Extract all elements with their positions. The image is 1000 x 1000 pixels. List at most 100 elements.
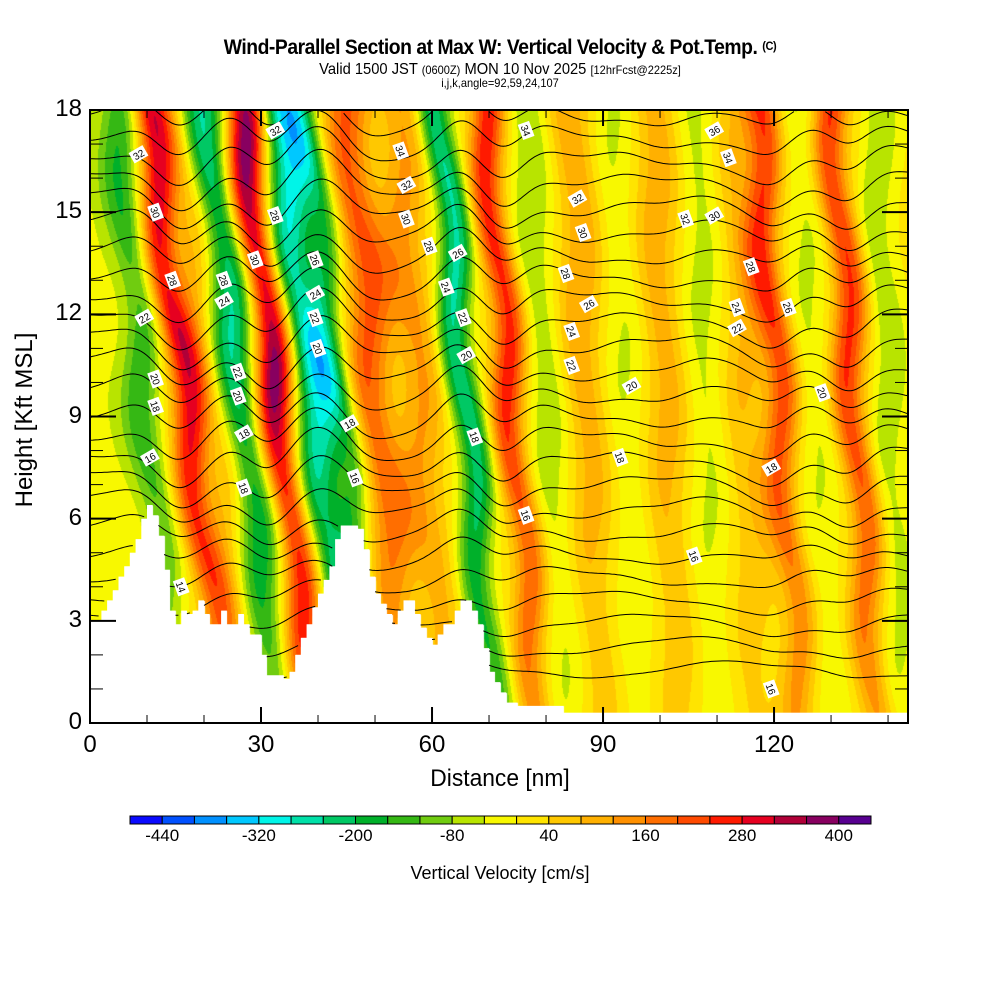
contour-label: 22 bbox=[230, 362, 247, 382]
valid-date: MON 10 Nov 2025 bbox=[464, 61, 587, 78]
contour-label: 18 bbox=[612, 447, 629, 467]
contour-label-bg bbox=[235, 478, 253, 498]
theta-contour-26 bbox=[89, 344, 909, 392]
colorbar-title: Vertical Velocity [cm/s] bbox=[410, 863, 590, 883]
grid-indices: i,j,k,angle=92,59,24,107 bbox=[441, 76, 559, 90]
contour-label: 34 bbox=[720, 148, 737, 168]
contour-label: 28 bbox=[557, 263, 575, 284]
contour-label: 14 bbox=[173, 577, 190, 597]
contour-label-bg bbox=[233, 424, 254, 443]
colorbar-swatch bbox=[355, 815, 389, 825]
y-tick-label: 6 bbox=[68, 503, 82, 531]
contour-label: 16 bbox=[517, 505, 535, 525]
theta-contour-20 bbox=[89, 488, 908, 528]
contour-label-bg bbox=[398, 209, 415, 229]
colorbar-swatch bbox=[806, 815, 840, 825]
colorbar-swatch bbox=[773, 815, 808, 825]
contour-label-bg bbox=[567, 189, 588, 208]
contour-label-bg bbox=[517, 505, 535, 525]
theta-contour-24 bbox=[89, 392, 909, 440]
contour-label-text: 16 bbox=[347, 471, 361, 486]
contour-label-text: 30 bbox=[707, 209, 723, 224]
contour-label-text: 14 bbox=[173, 580, 187, 595]
colorbar-swatch bbox=[419, 815, 453, 825]
colorbar-swatch bbox=[580, 815, 614, 825]
contour-label-text: 16 bbox=[686, 550, 700, 565]
contour-label: 32 bbox=[128, 145, 149, 164]
contour-label: 26 bbox=[578, 294, 599, 314]
contour-label-bg bbox=[728, 297, 746, 318]
colorbar-tick-label: 160 bbox=[631, 826, 660, 845]
theta-contour-28 bbox=[89, 287, 909, 351]
theta-contour-30 bbox=[89, 251, 909, 301]
contour-label-bg bbox=[578, 294, 599, 314]
contour-label-bg bbox=[704, 206, 725, 225]
valid-utc: (0600Z) bbox=[421, 63, 461, 77]
axes bbox=[89, 109, 909, 724]
contour-label-bg bbox=[305, 284, 326, 304]
contour-label: 20 bbox=[456, 346, 477, 365]
contour-label-bg bbox=[762, 679, 780, 699]
contour-label-text: 26 bbox=[780, 301, 794, 316]
contour-label-text: 20 bbox=[147, 372, 161, 387]
colorbar-swatch bbox=[612, 815, 646, 825]
contour-label: 24 bbox=[214, 291, 234, 310]
contour-label-text: 24 bbox=[563, 325, 577, 340]
contour-label-bg bbox=[306, 308, 324, 328]
colorbar-swatch bbox=[161, 815, 195, 825]
theta-contour-35 bbox=[89, 126, 909, 186]
colorbar-tick-label: 40 bbox=[539, 826, 559, 845]
contour-label: 24 bbox=[563, 321, 581, 341]
contour-label-bg bbox=[779, 297, 797, 318]
contour-label: 26 bbox=[307, 250, 324, 270]
theta-contour-23 bbox=[89, 407, 909, 461]
contour-label-text: 26 bbox=[451, 247, 467, 262]
theta-contour-34 bbox=[89, 148, 909, 212]
contour-label-text: 28 bbox=[421, 240, 435, 255]
contour-label-bg bbox=[128, 145, 149, 164]
colorbar-swatch bbox=[322, 815, 357, 825]
x-tick-label: 30 bbox=[247, 731, 275, 758]
theta-contour-16 bbox=[89, 579, 909, 616]
contour-label-bg bbox=[147, 396, 164, 416]
contour-label: 22 bbox=[306, 308, 324, 328]
y-tick-label: 3 bbox=[68, 605, 82, 633]
contour-label-text: 30 bbox=[247, 253, 261, 268]
colorbar-tick-label: -80 bbox=[439, 826, 465, 845]
contour-label: 20 bbox=[230, 386, 247, 406]
contour-label: 16 bbox=[347, 468, 364, 488]
y-tick-label: 18 bbox=[55, 95, 82, 122]
contour-label-text: 24 bbox=[438, 281, 452, 296]
contour-label-text: 28 bbox=[558, 267, 572, 282]
theta-contour-37 bbox=[89, 109, 909, 137]
contour-label: 28 bbox=[216, 270, 233, 290]
contour-label-text: 32 bbox=[571, 192, 587, 207]
contour-label: 22 bbox=[727, 318, 747, 338]
y-tick-label: 15 bbox=[55, 197, 82, 225]
theta-contour-14 bbox=[266, 636, 909, 659]
contour-label: 16 bbox=[762, 679, 780, 699]
colorbar-swatch bbox=[193, 815, 228, 825]
contour-label-text: 18 bbox=[235, 481, 249, 496]
contour-label-bg bbox=[557, 263, 575, 284]
contour-label: 18 bbox=[147, 396, 164, 416]
contour-label-bg bbox=[466, 427, 484, 447]
theta-contour-32 bbox=[89, 203, 909, 251]
contour-label-bg bbox=[742, 257, 760, 277]
contour-label-text: 34 bbox=[720, 151, 734, 166]
contour-label: 20 bbox=[147, 369, 164, 389]
colorbar-tick-label: -320 bbox=[241, 826, 276, 845]
contour-label-bg bbox=[437, 277, 455, 297]
contour-label: 18 bbox=[235, 478, 253, 498]
theta-contour-18 bbox=[89, 536, 909, 572]
contour-label: 18 bbox=[761, 458, 782, 477]
x-tick-label: 0 bbox=[83, 731, 97, 758]
contour-label-bg bbox=[134, 308, 155, 327]
contour-label: 30 bbox=[247, 250, 264, 270]
contour-label: 22 bbox=[455, 308, 472, 328]
contour-label-text: 24 bbox=[217, 294, 233, 309]
contour-label: 26 bbox=[779, 297, 797, 318]
contour-label: 28 bbox=[421, 236, 438, 256]
theta-contour-33 bbox=[89, 178, 908, 230]
contour-label-text: 16 bbox=[763, 682, 777, 697]
